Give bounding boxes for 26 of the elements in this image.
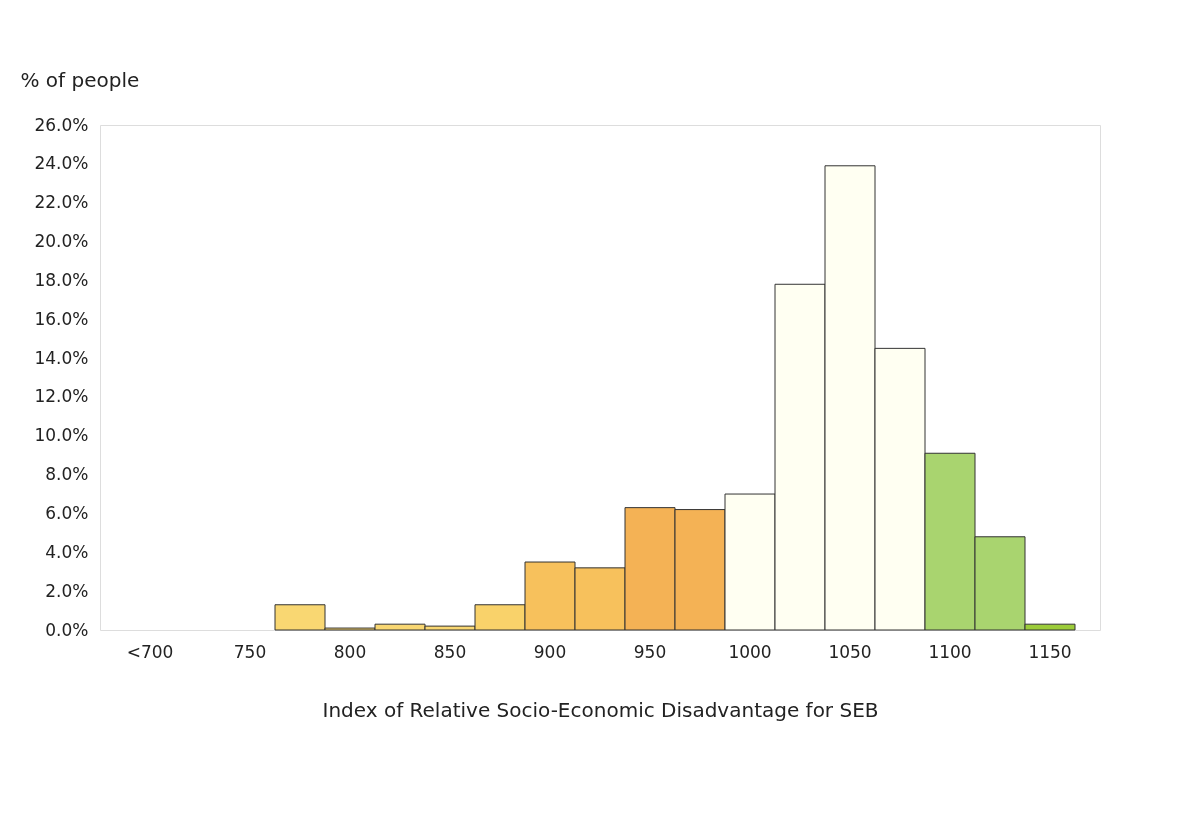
x-tick-label: 750: [233, 641, 267, 662]
y-tick-label: 10.0%: [34, 425, 89, 446]
x-tick-label: 850: [433, 641, 467, 662]
y-tick-label: 26.0%: [34, 114, 89, 135]
y-tick-label: 22.0%: [34, 192, 89, 213]
y-tick-label: 20.0%: [34, 231, 89, 252]
y-tick-label: 2.0%: [45, 580, 89, 601]
y-tick-label: 8.0%: [45, 464, 89, 485]
x-tick-label: 800: [333, 641, 367, 662]
y-tick-label: 14.0%: [34, 347, 89, 368]
y-tick-label: 4.0%: [45, 541, 89, 562]
x-tick-label: 950: [633, 641, 667, 662]
x-tick-label: 1000: [728, 641, 772, 662]
x-tick-label: 900: [533, 641, 567, 662]
y-tick-label: 24.0%: [34, 153, 89, 174]
y-tick-label: 12.0%: [34, 386, 89, 407]
y-tick-label: 16.0%: [34, 308, 89, 329]
y-tick-label: 6.0%: [45, 502, 89, 523]
x-tick-label: 1100: [928, 641, 972, 662]
y-axis-title: % of people: [20, 67, 140, 92]
x-tick-label: 1050: [828, 641, 872, 662]
x-axis-title: Index of Relative Socio-Economic Disadvantage for SEB: [322, 697, 879, 722]
x-tick-label: 1150: [1028, 641, 1072, 662]
y-tick-label: 0.0%: [45, 619, 89, 640]
x-tick-label: <700: [126, 641, 174, 662]
y-tick-label: 18.0%: [34, 269, 89, 290]
